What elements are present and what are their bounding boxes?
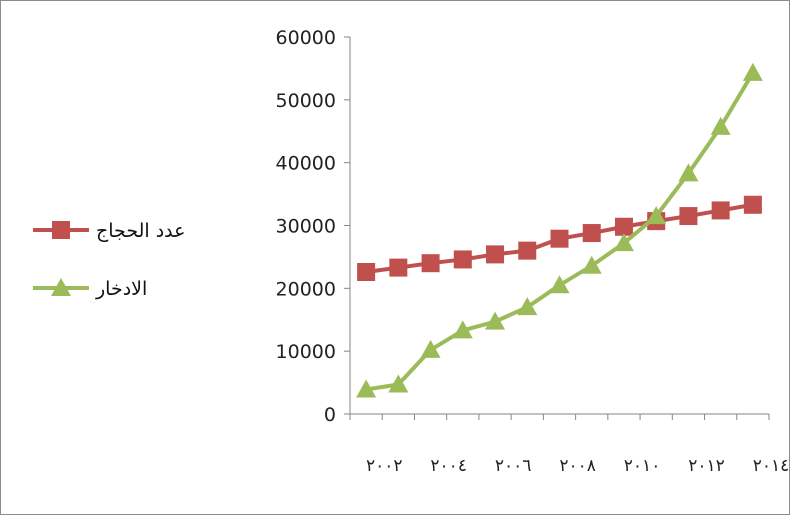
data-point xyxy=(486,245,505,264)
x-tick-label: ٢٠٠٤ xyxy=(430,456,467,476)
data-point xyxy=(710,116,731,135)
data-point xyxy=(549,275,570,294)
data-point xyxy=(452,320,473,339)
data-point xyxy=(517,297,538,316)
y-tick-label: 50000 xyxy=(276,90,336,112)
y-axis: 0 10000 20000 30000 40000 50000 60000 xyxy=(276,27,351,426)
data-point xyxy=(581,255,602,274)
y-tick-label: 10000 xyxy=(276,341,336,363)
data-point xyxy=(356,379,377,398)
y-tick-label: 0 xyxy=(324,404,336,426)
series-1 xyxy=(357,195,762,281)
y-tick-label: 60000 xyxy=(276,27,336,49)
data-point xyxy=(550,229,569,248)
legend: عدد الحجاج الادخار xyxy=(33,220,185,300)
y-tick-label: 40000 xyxy=(276,153,336,175)
series-group xyxy=(356,62,763,398)
data-point xyxy=(389,258,408,277)
data-point xyxy=(743,195,762,214)
data-point xyxy=(453,250,472,269)
x-tick-label: ٢٠١٤ xyxy=(753,456,790,476)
y-tick-label: 30000 xyxy=(276,216,336,238)
data-point xyxy=(518,241,537,260)
x-tick-label: ٢٠٠٨ xyxy=(559,456,596,476)
data-point xyxy=(711,201,730,220)
data-point xyxy=(614,217,633,236)
data-point xyxy=(646,206,667,225)
legend-item-2: الادخار xyxy=(33,278,147,300)
data-point xyxy=(678,163,699,182)
x-tick-label: ٢٠٠٦ xyxy=(495,456,532,476)
legend-label: الادخار xyxy=(95,278,147,300)
data-point xyxy=(388,374,409,393)
data-point xyxy=(421,254,440,273)
x-tick-label: ٢٠٠٢ xyxy=(366,456,403,476)
legend-item-1: عدد الحجاج xyxy=(33,220,185,242)
data-point xyxy=(613,233,634,252)
legend-marker xyxy=(52,221,70,239)
data-point xyxy=(357,262,376,281)
data-point xyxy=(742,62,763,81)
data-point xyxy=(679,207,698,226)
data-point xyxy=(485,311,506,330)
y-tick-label: 20000 xyxy=(276,278,336,300)
x-tick-label: ٢٠١٢ xyxy=(688,456,725,476)
x-tick-label: ٢٠١٠ xyxy=(624,456,661,476)
x-axis: ٢٠٠٢ ٢٠٠٤ ٢٠٠٦ ٢٠٠٨ ٢٠١٠ ٢٠١٢ ٢٠١٤ xyxy=(349,413,790,476)
legend-marker xyxy=(51,278,71,296)
series-2 xyxy=(356,62,763,398)
legend-label: عدد الحجاج xyxy=(96,220,185,242)
data-point xyxy=(582,224,601,243)
data-point xyxy=(420,339,441,358)
